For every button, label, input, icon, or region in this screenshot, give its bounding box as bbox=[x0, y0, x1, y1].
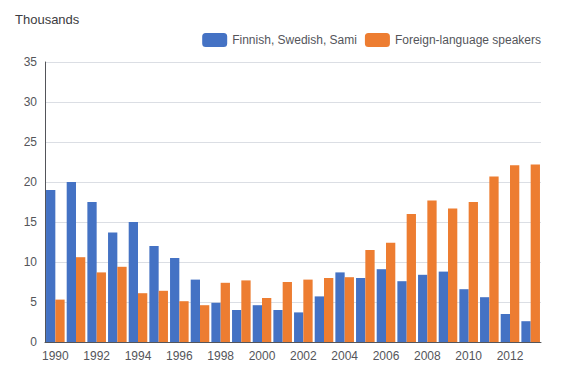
svg-text:Foreign-language speakers: Foreign-language speakers bbox=[395, 33, 541, 47]
svg-text:Thousands: Thousands bbox=[15, 12, 80, 27]
svg-text:2012: 2012 bbox=[497, 349, 524, 363]
svg-text:0: 0 bbox=[30, 335, 37, 349]
svg-text:15: 15 bbox=[24, 215, 38, 229]
svg-text:2006: 2006 bbox=[373, 349, 400, 363]
svg-text:2004: 2004 bbox=[331, 349, 358, 363]
svg-text:5: 5 bbox=[30, 295, 37, 309]
svg-text:1990: 1990 bbox=[42, 349, 69, 363]
svg-text:1996: 1996 bbox=[166, 349, 193, 363]
svg-text:2008: 2008 bbox=[414, 349, 441, 363]
svg-text:Finnish, Swedish, Sami: Finnish, Swedish, Sami bbox=[232, 33, 357, 47]
svg-text:30: 30 bbox=[24, 95, 38, 109]
svg-text:2000: 2000 bbox=[249, 349, 276, 363]
svg-text:35: 35 bbox=[24, 55, 38, 69]
svg-text:20: 20 bbox=[24, 175, 38, 189]
svg-text:1994: 1994 bbox=[125, 349, 152, 363]
svg-text:25: 25 bbox=[24, 135, 38, 149]
svg-text:2010: 2010 bbox=[455, 349, 482, 363]
svg-text:1998: 1998 bbox=[207, 349, 234, 363]
svg-text:10: 10 bbox=[24, 255, 38, 269]
svg-text:2002: 2002 bbox=[290, 349, 317, 363]
svg-text:1992: 1992 bbox=[83, 349, 110, 363]
